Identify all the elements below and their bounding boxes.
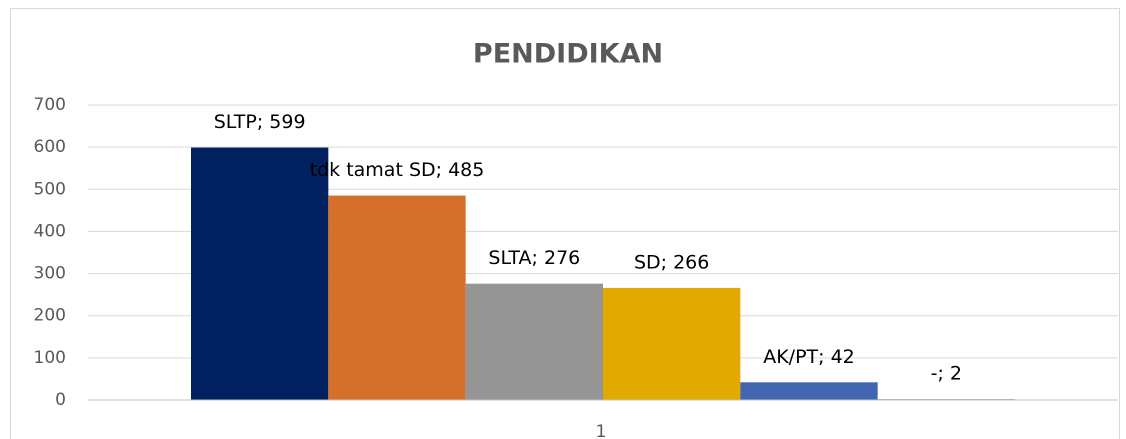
y-tick-label: 200	[34, 306, 66, 326]
data-label: tdk tamat SD; 485	[310, 159, 485, 181]
y-tick-label: 500	[34, 179, 66, 199]
bar	[191, 147, 329, 400]
data-label: SLTP; 599	[214, 111, 306, 133]
y-tick-label: 100	[34, 348, 66, 368]
y-tick-label: 400	[34, 221, 66, 241]
data-label: SD; 266	[634, 251, 709, 273]
data-label: SLTA; 276	[488, 247, 580, 269]
y-tick-label: 300	[34, 264, 66, 284]
y-tick-label: 0	[55, 390, 66, 410]
x-tick-label: 1	[596, 422, 607, 439]
bar	[740, 382, 878, 400]
bar	[603, 287, 741, 400]
data-label: -; 2	[931, 363, 962, 385]
y-tick-label: 700	[34, 95, 66, 115]
chart-title: PENDIDIKAN	[473, 39, 663, 70]
y-tick-label: 600	[34, 137, 66, 157]
bar	[465, 283, 603, 400]
data-label: AK/PT; 42	[763, 346, 855, 368]
bar	[328, 195, 466, 400]
